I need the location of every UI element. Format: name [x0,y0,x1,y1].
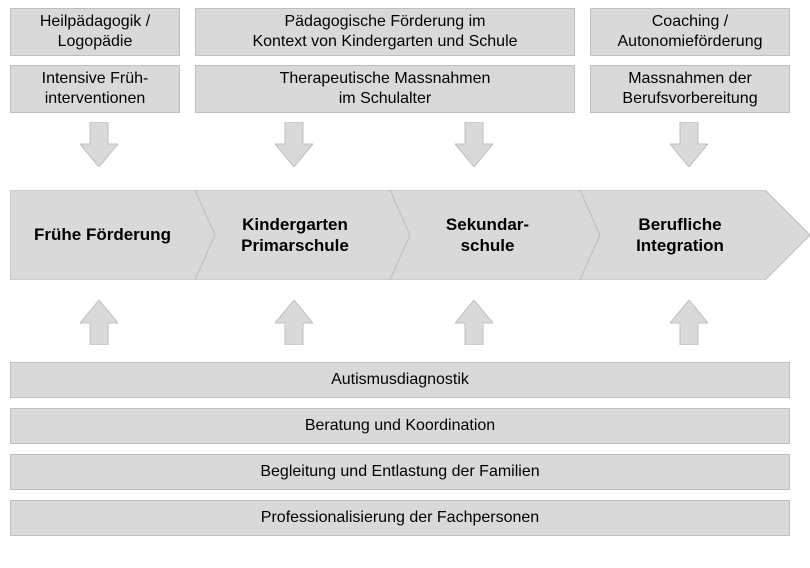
top-box-heilpaedagogik: Heilpädagogik /Logopädie [10,8,180,56]
top-box-label: Pädagogische Förderung imKontext von Kin… [252,12,517,52]
stage-label-text: Sekundar-schule [446,214,529,257]
stage-berufliche-integration: BeruflicheIntegration [590,190,770,280]
top-box-coaching: Coaching /Autonomieförderung [590,8,790,56]
top-box-fruehintervention: Intensive Früh-interventionen [10,65,180,113]
top-box-therapeutische: Therapeutische Massnahmenim Schulalter [195,65,575,113]
top-box-label: Massnahmen derBerufsvorbereitung [622,69,757,109]
stage-label-text: Frühe Förderung [34,224,171,245]
arrow-up-icon [670,300,708,345]
band-beratung-koordination: Beratung und Koordination [10,408,790,444]
top-box-label: Heilpädagogik /Logopädie [40,12,150,52]
stage-fruehe-foerderung: Frühe Förderung [10,190,195,280]
band-autismusdiagnostik: Autismusdiagnostik [10,362,790,398]
top-box-label: Coaching /Autonomieförderung [618,12,763,52]
arrow-up-icon [80,300,118,345]
arrow-down-icon [275,122,313,167]
band-label: Professionalisierung der Fachpersonen [261,508,539,528]
band-begleitung-entlastung: Begleitung und Entlastung der Familien [10,454,790,490]
top-box-label: Intensive Früh-interventionen [42,69,149,109]
top-box-paed-foerderung: Pädagogische Förderung imKontext von Kin… [195,8,575,56]
arrow-up-icon [455,300,493,345]
band-label: Beratung und Koordination [305,416,495,436]
band-label: Autismusdiagnostik [331,370,469,390]
stage-label-text: KindergartenPrimarschule [241,214,349,257]
arrow-down-icon [80,122,118,167]
stage-label-text: BeruflicheIntegration [636,214,724,257]
arrow-up-icon [275,300,313,345]
top-box-berufsvorbereitung: Massnahmen derBerufsvorbereitung [590,65,790,113]
arrow-down-icon [455,122,493,167]
band-label: Begleitung und Entlastung der Familien [260,462,539,482]
top-box-label: Therapeutische Massnahmenim Schulalter [280,69,491,109]
band-professionalisierung: Professionalisierung der Fachpersonen [10,500,790,536]
stage-sekundarschule: Sekundar-schule [395,190,580,280]
stage-kindergarten: KindergartenPrimarschule [200,190,390,280]
arrow-down-icon [670,122,708,167]
